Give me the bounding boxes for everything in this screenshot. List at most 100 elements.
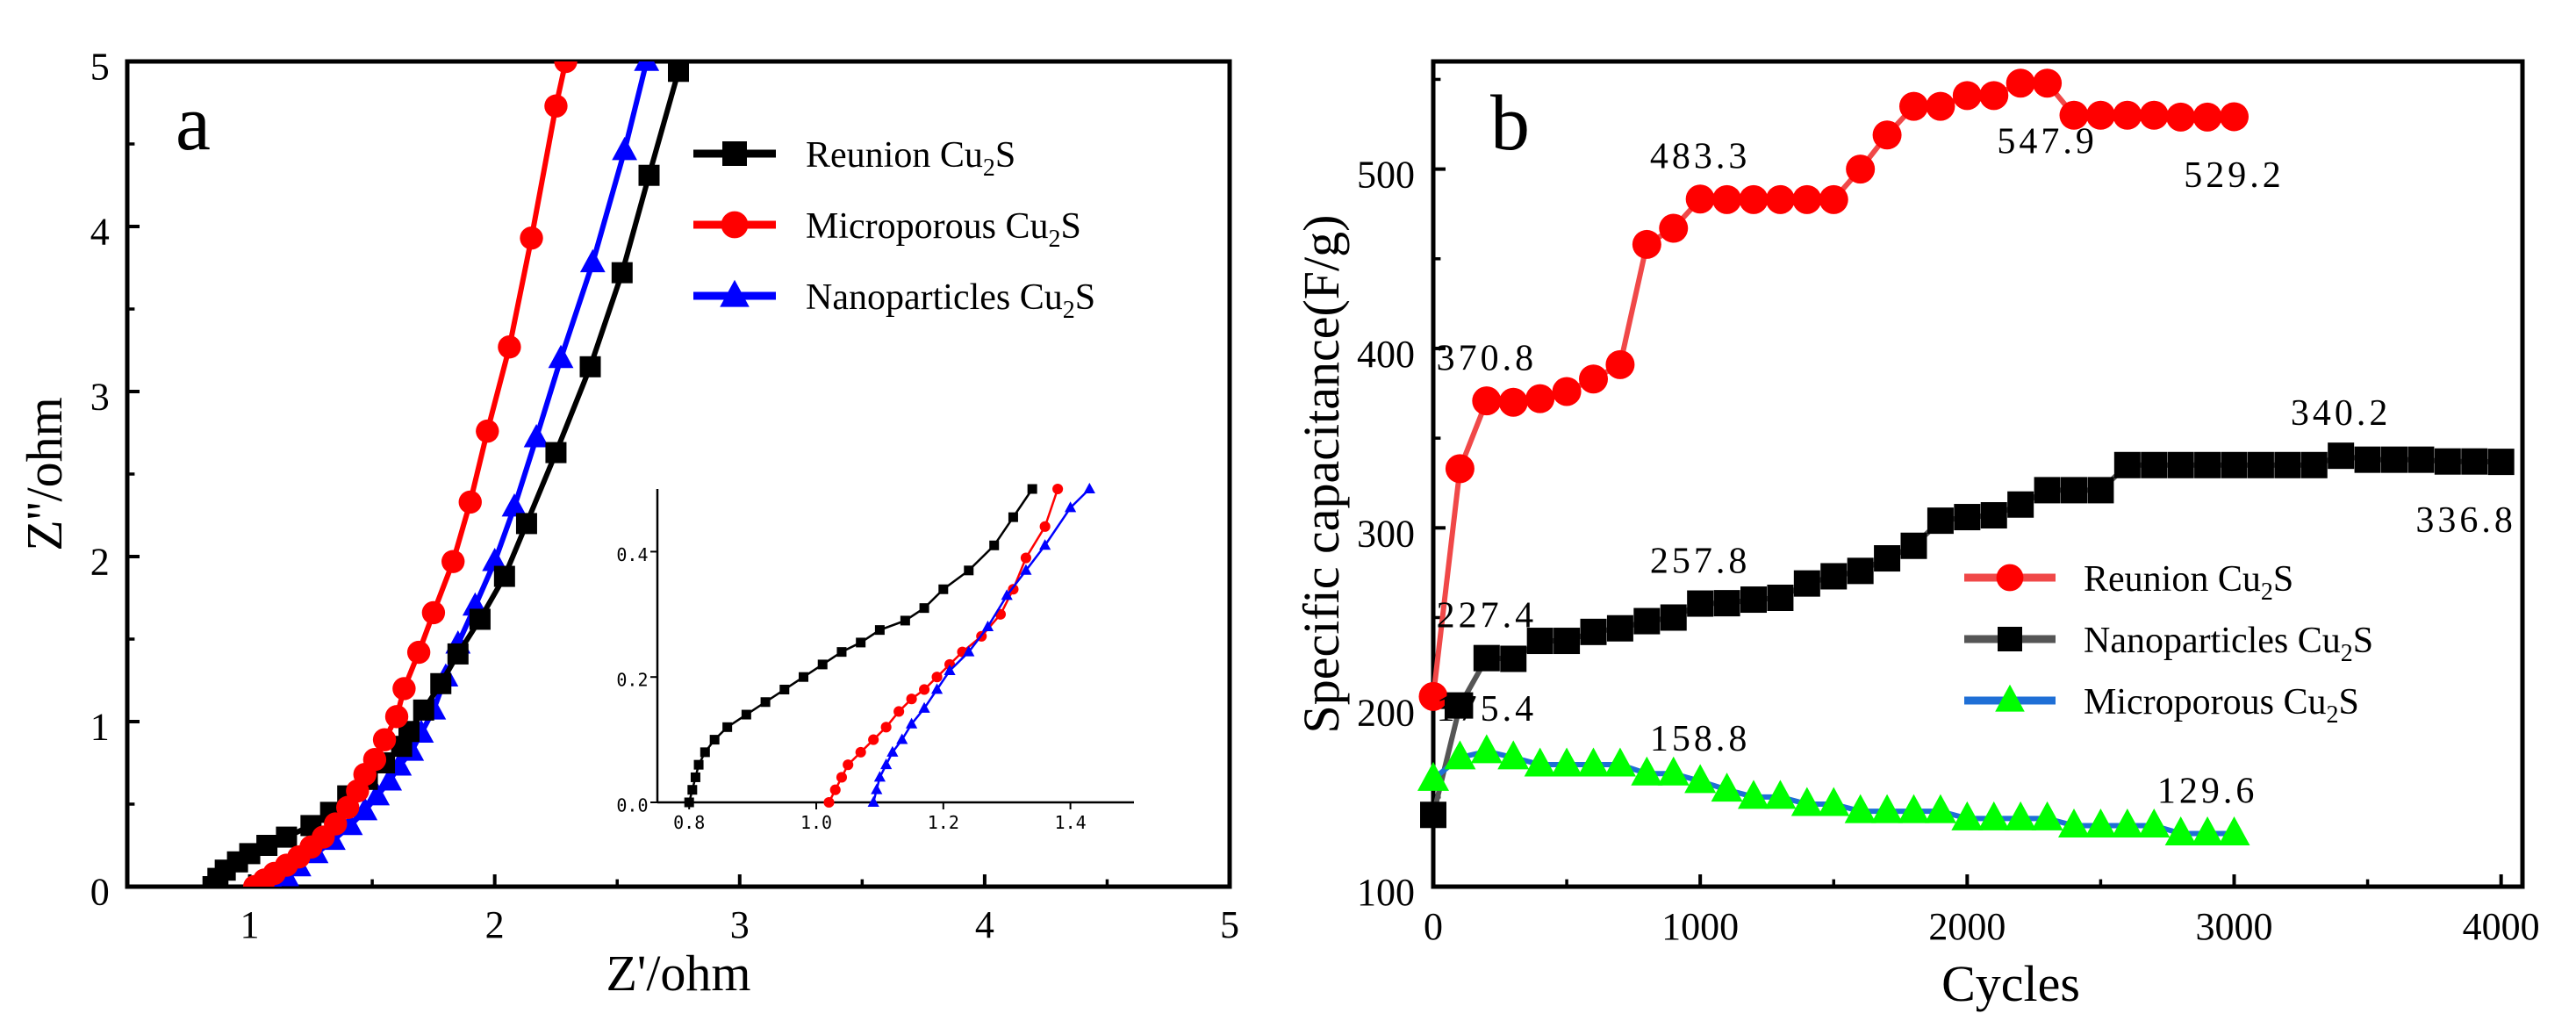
inset-data-point [906, 717, 918, 729]
panel-b-data-point [1980, 502, 2007, 528]
inset-x-tick-label: 1.4 [1055, 812, 1087, 833]
panel-a-data-point [364, 782, 391, 806]
inset-data-point [817, 659, 828, 670]
inset-data-point [963, 645, 975, 657]
panel-b-data-point [2034, 477, 2061, 504]
panel-b-data-point [1844, 794, 1876, 823]
inset-data-point [799, 672, 809, 682]
inset-data-point [843, 759, 854, 771]
panel-b-data-point [1472, 386, 1502, 416]
panel-a-data-point [638, 164, 660, 186]
inset-y-tick-label: 0.2 [616, 670, 648, 691]
inset-data-point [687, 785, 698, 795]
inset-data-point [906, 694, 917, 705]
panel-a-data-point [447, 643, 469, 665]
panel-b-data-point [1739, 184, 1769, 214]
data-label: 227.4 [1437, 596, 1538, 636]
panel-b-data-point [1713, 590, 1740, 617]
panel-a-data-point [545, 442, 567, 464]
panel-b-data-point [1631, 756, 1663, 786]
panel-b-data-point [1874, 545, 1901, 572]
panel-b-data-point [2487, 449, 2515, 476]
inset-data-point [1039, 539, 1051, 550]
panel-a-y-axis-title: Z''/ohm [16, 397, 73, 551]
panel-b-data-point [2059, 100, 2089, 130]
panel-b-data-point [1552, 377, 1582, 406]
inset-data-point [693, 759, 704, 770]
panel-b-y-tick-label: 300 [1357, 512, 1415, 555]
panel-b-data-point [1927, 507, 1954, 535]
panel-b-data-point [2111, 809, 2143, 838]
panel-b-data-point [1687, 590, 1714, 617]
panel-a-data-point [256, 835, 278, 856]
panel-b-data-point [2164, 816, 2197, 846]
panel-a-label: a [176, 80, 211, 167]
panel-b-data-point [2221, 451, 2248, 478]
inset-data-point [741, 709, 751, 720]
panel-b-data-point [2247, 451, 2274, 478]
panel-b-x-tick-label: 1000 [1661, 905, 1739, 948]
panel-b-data-point [1712, 184, 1742, 214]
panel-a-legend-marker [720, 279, 750, 307]
inset-data-point [1001, 589, 1013, 600]
panel-a-data-point [372, 728, 397, 751]
panel-b-data-point [1418, 681, 1448, 711]
panel-b-data-point [1924, 794, 1956, 823]
panel-a-data-point [612, 136, 637, 161]
panel-b-y-tick-label: 100 [1357, 871, 1415, 914]
panel-b-data-point [1977, 801, 2010, 830]
panel-b-chart: b Cycles Specific capacitance(F/g) 0 1000… [1293, 59, 2540, 1012]
panel-a-data-point [430, 672, 452, 694]
panel-a-data-point [498, 335, 521, 359]
inset-data-point [1027, 484, 1037, 494]
panel-a-data-point [362, 748, 387, 772]
panel-b-data-point [1951, 801, 1984, 830]
panel-b-data-point [1498, 387, 1528, 417]
panel-a-data-point [406, 640, 431, 665]
panel-a-data-point [548, 344, 574, 369]
data-label: 336.8 [2415, 500, 2516, 541]
panel-a-legend-label: Reunion Cu2S [806, 135, 1015, 182]
panel-b-data-point [1954, 504, 1981, 531]
inset-data-point [1039, 521, 1051, 532]
panel-a-data-point [377, 767, 403, 791]
panel-b-data-point [1553, 628, 1581, 655]
inset-data-point [871, 783, 883, 794]
panel-b-x-tick-label: 4000 [2463, 905, 2540, 948]
inset-data-point [836, 647, 847, 658]
data-label: 370.8 [1437, 339, 1538, 379]
panel-b-data-point [1819, 184, 1848, 214]
inset-data-point [944, 664, 956, 676]
panel-b-data-point [1684, 764, 1717, 794]
inset-data-point [684, 797, 694, 808]
data-label: 483.3 [1650, 137, 1751, 177]
panel-a-data-point [276, 826, 298, 848]
inset-background [657, 489, 1134, 802]
inset-data-point [880, 758, 893, 770]
inset-data-point [1020, 564, 1032, 575]
panel-b-data-point [1820, 563, 1848, 590]
panel-b-data-point [2407, 446, 2435, 473]
panel-a-data-point [413, 699, 434, 721]
panel-b-x-tick-label: 2000 [1928, 905, 2006, 948]
inset-data-point [880, 722, 892, 733]
panel-b-data-point [1525, 384, 1555, 413]
panel-a-data-point [352, 796, 378, 821]
panel-a-data-point [493, 565, 515, 587]
panel-a-data-point [324, 812, 348, 836]
panel-b-data-point [2084, 809, 2117, 838]
panel-b-y-tick-label: 500 [1357, 154, 1415, 197]
panel-b-data-point [2087, 477, 2114, 504]
panel-a-legend-label: Nanoparticles Cu2S [806, 277, 1095, 324]
panel-b-data-point [1898, 794, 1930, 823]
data-label: 547.9 [1997, 122, 2098, 162]
panel-b-data-point [1473, 644, 1500, 672]
panel-b-legend-label: Microporous Cu2S [2084, 682, 2359, 729]
panel-b-y-tick-label: 400 [1357, 333, 1415, 376]
panel-a-data-point [554, 61, 578, 74]
panel-b-legend-marker [1995, 684, 2025, 712]
panel-b-x-tick-label: 3000 [2196, 905, 2273, 948]
inset-y-tick-label: 0.4 [616, 544, 648, 565]
panel-b-data-point [1685, 184, 1715, 214]
panel-b-data-point [1500, 645, 1527, 672]
